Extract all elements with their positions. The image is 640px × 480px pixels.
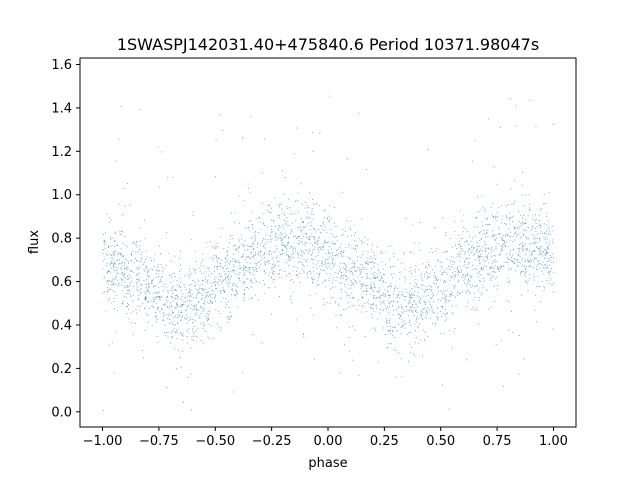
y-tick-label: 1.6 — [51, 58, 72, 73]
x-axis-title: phase — [308, 456, 347, 471]
y-tick-label: 0.6 — [51, 275, 72, 290]
x-tick-label: 0.50 — [426, 434, 455, 449]
y-tick-label: 0.4 — [51, 318, 72, 333]
x-tick-label: 0.00 — [314, 434, 343, 449]
y-axis: 0.0 0.2 0.4 0.6 0.8 1.0 1.2 1.4 1.6 — [51, 58, 80, 420]
chart-title: 1SWASPJ142031.40+475840.6 Period 10371.9… — [117, 35, 539, 54]
x-tick-label: 0.25 — [370, 434, 399, 449]
y-tick-label: 0.0 — [51, 405, 72, 420]
x-tick-label: 0.75 — [483, 434, 512, 449]
x-tick-label: −0.75 — [139, 434, 179, 449]
y-tick-label: 1.2 — [51, 145, 72, 160]
y-axis-title: flux — [27, 230, 42, 254]
y-tick-label: 1.0 — [51, 188, 72, 203]
x-tick-label: −0.50 — [195, 434, 235, 449]
x-axis: −1.00 −0.75 −0.50 −0.25 0.00 0.25 0.50 0.75 1.00 — [83, 427, 568, 449]
y-tick-label: 1.4 — [51, 101, 72, 116]
x-tick-label: 1.00 — [539, 434, 568, 449]
x-tick-label: −1.00 — [83, 434, 123, 449]
x-tick-label: −0.25 — [252, 434, 292, 449]
y-tick-label: 0.8 — [51, 232, 72, 247]
y-tick-label: 0.2 — [51, 362, 72, 377]
